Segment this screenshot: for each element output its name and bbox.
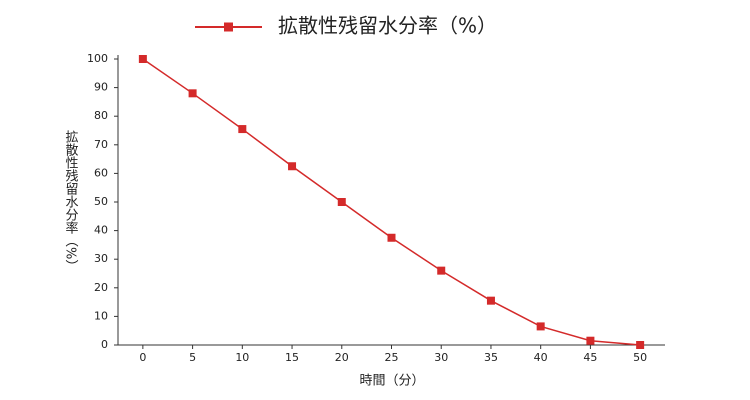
y-tick-label: 60: [94, 166, 108, 179]
y-tick-label: 30: [94, 252, 108, 265]
point: [288, 162, 297, 171]
y-tick-label: 40: [94, 224, 108, 237]
y-tick-label: 100: [87, 52, 108, 65]
x-tick-label: 5: [189, 351, 196, 364]
legend-label: 拡散性残留水分率（%）: [278, 14, 497, 38]
point: [387, 233, 396, 242]
x-tick-label: 45: [583, 351, 597, 364]
x-tick-label: 15: [285, 351, 299, 364]
y-tick-label: 50: [94, 195, 108, 208]
point: [188, 89, 197, 98]
point: [437, 266, 446, 275]
x-tick-label: 20: [335, 351, 349, 364]
x-tick-label: 0: [139, 351, 146, 364]
series-line: [142, 58, 641, 346]
point: [536, 322, 545, 331]
y-tick-label: 20: [94, 281, 108, 294]
point: [337, 198, 346, 206]
x-tick-label: 50: [633, 351, 647, 364]
x-tick-label: 40: [534, 351, 548, 364]
x-tick-label: 30: [434, 351, 448, 364]
point: [586, 336, 595, 345]
y-tick-label: 70: [94, 138, 108, 151]
point: [138, 55, 147, 63]
y-tick-label: 80: [94, 109, 108, 122]
x-tick-label: 25: [385, 351, 399, 364]
y-tick-label: 90: [94, 81, 108, 94]
legend-marker: [224, 22, 233, 32]
y-tick-label: 10: [94, 309, 108, 322]
y-tick-label: 0: [101, 338, 108, 351]
x-tick-label: 35: [484, 351, 498, 364]
point: [486, 296, 495, 305]
point: [636, 341, 645, 349]
y-axis-label: 拡散性残留水分率（%）: [63, 130, 79, 272]
point: [238, 125, 247, 134]
x-tick-label: 10: [235, 351, 249, 364]
x-axis-label: 時間（分）: [359, 374, 424, 389]
